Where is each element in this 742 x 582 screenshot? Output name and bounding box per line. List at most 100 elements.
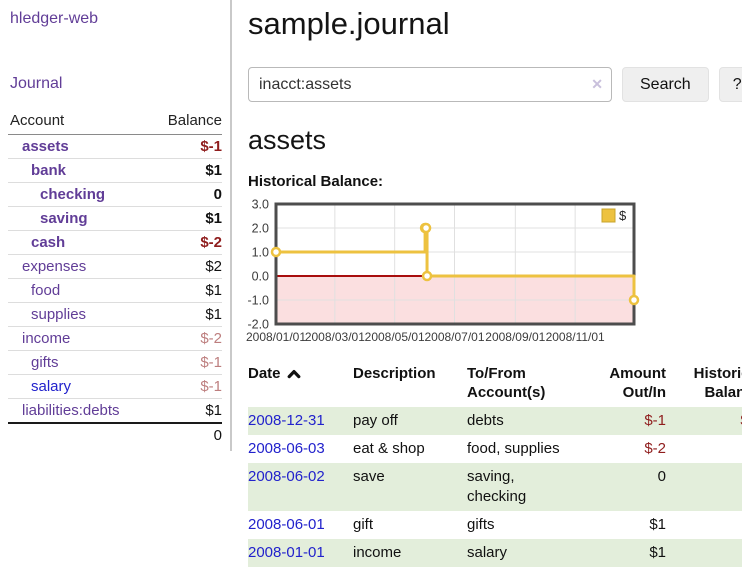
svg-text:2008/03/01: 2008/03/01 [305,330,365,344]
main-content: sample.journal ✕ Search ? assets Histori… [232,0,742,567]
register-header-row: Date Description To/From Account(s) Amou… [248,362,742,407]
register-balance: $2 [667,463,742,511]
register-accounts: debts [467,412,504,429]
register-amount: $1 [649,516,666,533]
help-button[interactable]: ? [718,67,742,102]
register-date: 2008-06-02 [248,463,353,511]
account-row: checking 0 [8,183,222,207]
account-link-food[interactable]: food [31,282,61,299]
svg-text:0.0: 0.0 [252,270,269,284]
search-box: ✕ [248,67,612,102]
svg-text:2008/07/01: 2008/07/01 [424,330,484,344]
register-amount: 0 [657,468,666,485]
svg-text:2008/05/01: 2008/05/01 [365,330,425,344]
account-link-saving[interactable]: saving [40,210,88,227]
register-date-link[interactable]: 2008-01-01 [248,544,325,561]
accounts-column-balance: Balance [167,112,222,129]
register-accounts: salary [467,544,508,561]
account-balance: $-1 [200,354,222,371]
account-row: supplies $1 [8,303,222,327]
accounts-table-header: Account Balance [8,110,222,135]
register-date: 2008-06-03 [248,435,353,463]
account-link-expenses[interactable]: expenses [22,258,87,275]
account-row: assets $-1 [8,135,222,159]
register-accounts: food, supplies [467,440,560,457]
register-balance: $1 [667,539,742,567]
account-row: income $-2 [8,327,222,351]
register-date-link[interactable]: 2008-06-03 [248,440,325,457]
account-balance: $1 [205,210,222,227]
account-link-supplies[interactable]: supplies [31,306,87,323]
accounts-column-account: Account [10,112,65,129]
search-input[interactable] [248,67,612,102]
register-row: 2008-06-01 gift gifts $1$2 [248,511,742,539]
register-amount: $-1 [644,412,666,429]
account-link-checking[interactable]: checking [40,186,106,203]
account-link-bank[interactable]: bank [31,162,67,179]
svg-text:1.0: 1.0 [252,246,269,260]
account-link-assets[interactable]: assets [22,138,69,155]
account-row: expenses $2 [8,255,222,279]
svg-text:-1.0: -1.0 [247,294,269,308]
svg-text:-2.0: -2.0 [247,318,269,332]
account-row: food $1 [8,279,222,303]
clear-search-icon[interactable]: ✕ [591,76,603,92]
app-title-link[interactable]: hledger-web [10,10,99,27]
account-balance: $2 [205,258,222,275]
register-date-link[interactable]: 2008-06-02 [248,468,325,485]
svg-text:2008/01/01: 2008/01/01 [246,330,306,344]
column-header-amount: Amount Out/In [609,365,666,401]
account-link-gifts[interactable]: gifts [31,354,59,371]
account-balance: $1 [205,402,222,419]
register-description: pay off [353,412,398,429]
register-row: 2008-01-01 income salary $1$1 [248,539,742,567]
register-date-link[interactable]: 2008-12-31 [248,412,325,429]
account-balance: $-1 [200,138,222,155]
column-header-balance: Historical Balance [693,365,742,401]
register-balance: 0 [667,435,742,463]
svg-text:2008/11/01: 2008/11/01 [546,330,605,344]
column-header-date[interactable]: Date [248,362,353,407]
register-date: 2008-12-31 [248,407,353,435]
chevron-up-icon [287,369,300,379]
search-button[interactable]: Search [622,67,709,102]
account-balance: $-2 [200,234,222,251]
account-row: saving $1 [8,207,222,231]
register-table: Date Description To/From Account(s) Amou… [248,362,742,567]
account-row: gifts $-1 [8,351,222,375]
accounts-table: Account Balance assets $-1 bank $1 checking 0… [8,110,222,447]
account-balance: $-1 [200,378,222,395]
account-balance: 0 [213,186,222,203]
register-row: 2008-06-02 save saving, checking 0$2 [248,463,742,511]
svg-text:$: $ [619,208,627,223]
column-header-accounts: To/From Account(s) [467,365,546,401]
accounts-total-row: 0 [8,422,222,447]
register-date-link[interactable]: 2008-06-01 [248,516,325,533]
register-accounts: saving, checking [467,468,527,505]
account-row: bank $1 [8,159,222,183]
sidebar-item-journal[interactable]: Journal [10,75,63,92]
account-row: salary $-1 [8,375,222,399]
register-amount: $-2 [644,440,666,457]
account-link-salary[interactable]: salary [31,378,72,395]
register-date: 2008-01-01 [248,539,353,567]
register-amount: $1 [649,544,666,561]
account-row: liabilities:debts $1 [8,399,222,422]
account-row: cash $-2 [8,231,222,255]
account-balance: $-2 [200,330,222,347]
account-link-liabilities-debts[interactable]: liabilities:debts [22,402,120,419]
account-link-income[interactable]: income [22,330,71,347]
account-link-cash[interactable]: cash [31,234,66,251]
svg-text:2.0: 2.0 [252,222,269,236]
register-accounts: gifts [467,516,495,533]
sidebar: hledger-web Journal Account Balance asse… [0,0,232,451]
account-balance: $1 [205,162,222,179]
page-title: sample.journal [248,6,450,41]
account-balance: $1 [205,306,222,323]
historical-balance-chart: $3.0 2.0 1.0 0.0 -1.0 -2.02008/01/012008/03/0… [246,198,640,344]
account-balance: $1 [205,282,222,299]
register-description: eat & shop [353,440,425,457]
column-header-description: Description [353,365,436,382]
register-row: 2008-12-31 pay off debts $-1$-1 [248,407,742,435]
